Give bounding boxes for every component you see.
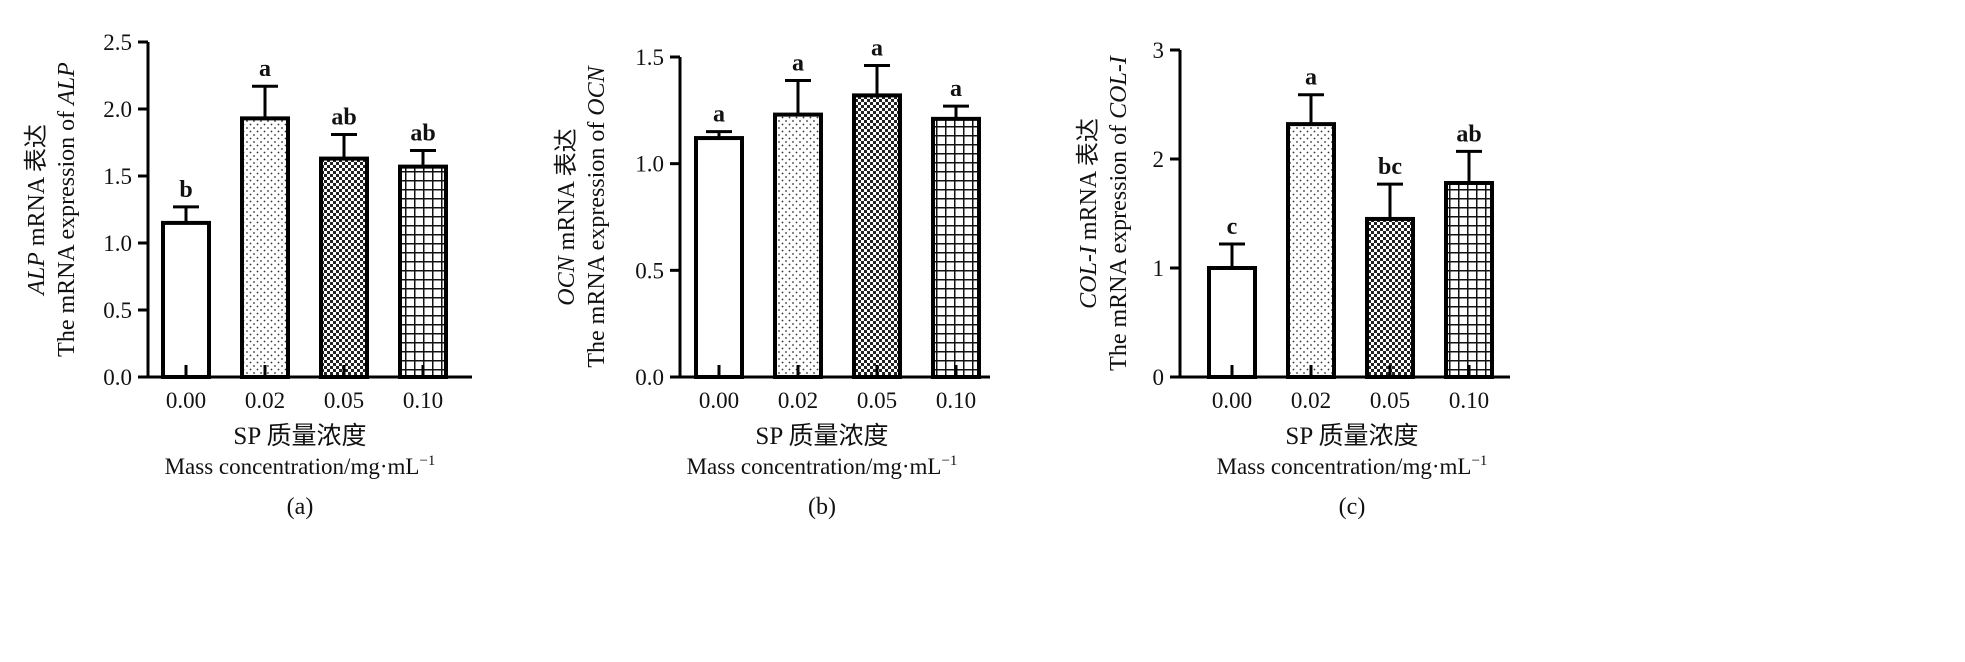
x-axis-title-en: Mass concentration/mg·mL−1 [165,453,436,479]
y-tick-label: 1 [1153,256,1165,281]
y-axis-title-en: The mRNA expression of OCN [584,64,610,367]
significance-label: a [713,102,725,128]
panel-label: (a) [287,494,314,520]
bar [398,164,448,379]
y-tick-label: 2.0 [103,97,132,122]
bar [694,136,744,379]
y-tick-label: 1.5 [635,45,664,70]
error-bar [252,84,278,119]
bar [240,116,290,379]
y-tick-label: 0.5 [635,258,664,283]
x-tick-label: 0.02 [778,388,818,413]
y-tick-label: 0.0 [635,365,664,390]
error-bar [1377,182,1403,219]
error-bar [943,104,969,119]
x-tick-label: 0.00 [699,388,739,413]
bar [161,220,211,379]
y-tick-label: 0.5 [103,298,132,323]
error-bar [785,78,811,115]
significance-label: bc [1378,154,1402,180]
bar [1365,216,1415,379]
significance-label: b [179,177,192,203]
significance-label: a [871,36,883,62]
x-axis-title-en: Mass concentration/mg·mL−1 [1217,453,1488,479]
y-axis-title-cn: COL-I mRNA 表达 [1075,118,1102,309]
chart-panel-c: c a bc ab 0 1 2 3 0.00 0.02 0.05 0.10 SP 质量浓度 Mass co… [1075,38,1510,520]
panel-label: (b) [808,494,836,520]
x-tick-label: 0.05 [857,388,897,413]
y-tick-label: 0 [1153,365,1165,390]
error-bar [706,130,732,139]
error-bar [410,149,436,167]
y-tick-label: 1.0 [635,152,664,177]
y-axis-title-cn: OCN mRNA 表达 [553,128,580,305]
significance-label: a [792,50,804,76]
error-bar [1456,149,1482,183]
y-tick-label: 1.5 [103,164,132,189]
significance-label: ab [410,121,435,147]
x-tick-label: 0.02 [1291,388,1331,413]
y-tick-label: 1.0 [103,231,132,256]
significance-label: a [1305,65,1317,91]
significance-label: ab [1456,121,1481,147]
bar [852,93,902,380]
y-tick-label: 2 [1153,147,1165,172]
x-tick-label: 0.05 [1370,388,1410,413]
x-tick-label: 0.00 [166,388,206,413]
significance-label: a [950,76,962,102]
bar [1444,180,1494,379]
y-axis-title-cn: ALP mRNA 表达 [23,124,50,297]
error-bar [864,64,890,96]
x-tick-label: 0.02 [245,388,285,413]
bar [773,112,823,379]
x-tick-label: 0.10 [1449,388,1489,413]
chart-panel-b: a a a a 0.0 0.5 1.0 1.5 0.00 0.02 0.05 0.10 SP 质量浓度 M… [553,36,990,520]
x-tick-label: 0.10 [936,388,976,413]
bar [931,116,981,379]
y-tick-label: 0.0 [103,365,132,390]
bar [1207,266,1257,379]
x-axis-title-en: Mass concentration/mg·mL−1 [687,453,958,479]
bar [1286,122,1336,380]
significance-label: c [1227,214,1238,240]
x-tick-label: 0.10 [403,388,443,413]
chart-panel-a: b a ab ab 0.0 0.5 1.0 1.5 2.0 2.5 0.00 0.02 0.05 0.10… [23,30,472,520]
bar [319,156,369,379]
error-bar [173,205,199,223]
y-tick-label: 2.5 [103,30,132,55]
error-bar [331,132,357,159]
x-axis-title-cn: SP 质量浓度 [1285,422,1418,450]
significance-label: a [259,56,271,82]
error-bar [1219,242,1245,268]
y-axis-title-en: The mRNA expression of COL-I [1106,55,1132,371]
x-tick-label: 0.00 [1212,388,1252,413]
x-axis-title-cn: SP 质量浓度 [233,422,366,450]
y-tick-label: 3 [1153,38,1165,63]
error-bar [1298,93,1324,125]
x-axis-title-cn: SP 质量浓度 [755,422,888,450]
y-axis-title-en: The mRNA expression of ALP [54,62,80,357]
panel-label: (c) [1339,494,1366,520]
significance-label: ab [331,104,356,130]
x-tick-label: 0.05 [324,388,364,413]
